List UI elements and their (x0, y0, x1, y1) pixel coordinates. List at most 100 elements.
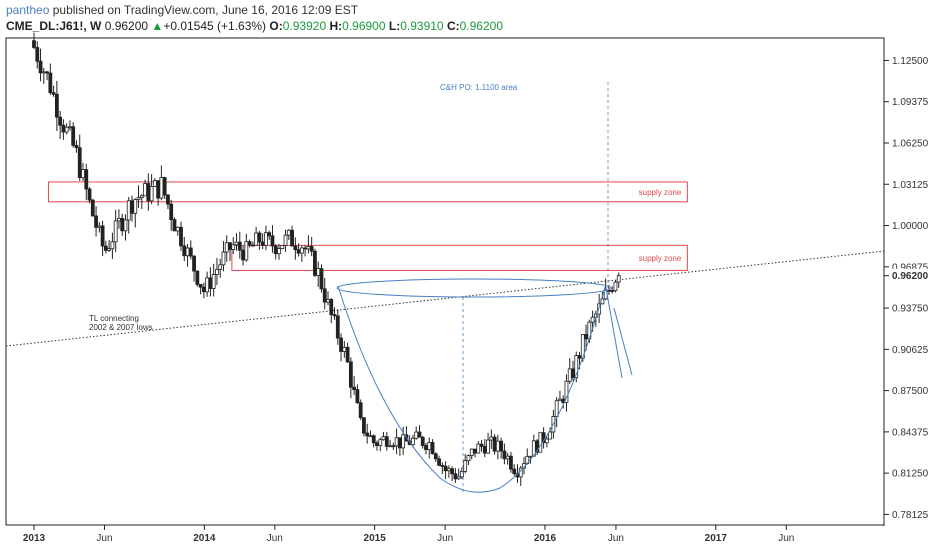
candle-body (433, 453, 438, 460)
close-value: 0.96200 (459, 19, 504, 33)
candle-body (270, 235, 275, 247)
candle-body (479, 443, 484, 447)
candle-body (159, 177, 164, 199)
candle-body (146, 183, 151, 202)
candle-body (368, 435, 373, 438)
candle-body (427, 442, 432, 451)
candle-body (139, 195, 144, 199)
candle-body (290, 229, 294, 247)
symbol-label[interactable]: CME_DL:J61!, W (6, 19, 102, 33)
candle-body (175, 226, 180, 232)
candle-body (574, 355, 579, 379)
candle-body (397, 437, 402, 449)
time-axis[interactable]: 2013 Jun 2014 Jun 2015 Jun 2016 Jun 2017 Jun (23, 525, 794, 544)
candle-body (48, 72, 53, 94)
cup-curve[interactable] (337, 285, 606, 493)
open-value: 0.93920 (282, 19, 327, 33)
candle-body (528, 455, 533, 458)
candle-body (375, 442, 379, 447)
candle-body (260, 241, 265, 246)
candle-body (512, 468, 517, 474)
price-value: 0.96200 (104, 19, 149, 33)
cup-and-handle-pattern[interactable] (336, 82, 633, 495)
candle-body (616, 275, 621, 283)
candle-body (411, 437, 415, 446)
candle-body (306, 246, 311, 250)
candle-body (61, 124, 66, 133)
price-axis[interactable]: 1.12500 1.09375 1.06250 1.03125 1.00000 0.968… (884, 56, 929, 521)
candle-body (460, 471, 464, 478)
price-tick-label: 1.06250 (892, 138, 929, 149)
candle-body (156, 180, 161, 199)
price-objective-label: C&H PO: 1.1100 area (440, 83, 518, 92)
candle-body (339, 337, 343, 352)
candle-body (211, 274, 216, 289)
trendline-label-line2: 2002 & 2007 lows (89, 323, 153, 332)
candle-body (113, 220, 118, 243)
supply-zone-box[interactable] (47, 181, 688, 203)
candle-body (326, 299, 330, 303)
candle-body (172, 219, 177, 232)
handle-line[interactable] (613, 307, 633, 376)
candle-body (453, 473, 458, 480)
candles (32, 32, 621, 486)
candle-body (355, 389, 360, 404)
candle-body (35, 47, 40, 62)
time-tick-label: Jun (267, 533, 283, 544)
handle-line[interactable] (605, 287, 623, 379)
time-tick-label: Jun (778, 533, 794, 544)
candle-body (231, 244, 236, 250)
candle-body (495, 440, 500, 452)
price-tick-label: 0.87500 (892, 386, 929, 397)
candle-body (182, 245, 187, 257)
author-link[interactable]: pantheo (6, 3, 50, 17)
symbol-info: CME_DL:J61!, W 0.96200 ▲+0.01545 (+1.63%… (6, 19, 503, 33)
supply-zones[interactable]: supply zone supply zone (47, 181, 688, 271)
time-tick-label: 2013 (23, 533, 46, 544)
price-tick-label: 0.78125 (892, 510, 929, 521)
candle-body (97, 225, 102, 228)
price-tick-label: 0.96875 (892, 262, 929, 273)
candle-body (499, 440, 504, 452)
candle-body (117, 218, 121, 222)
trendline[interactable] (5, 250, 885, 347)
candle-body (185, 247, 190, 257)
candle-body (482, 446, 487, 454)
candle-body (446, 468, 451, 472)
candle-body (548, 431, 553, 440)
time-tick-label: Jun (96, 533, 112, 544)
candle-body (538, 432, 543, 453)
candle-body (610, 290, 615, 292)
candle-body (149, 186, 154, 202)
candle-body (414, 431, 419, 439)
cup-rim-ellipse[interactable] (336, 278, 612, 298)
candle-body (77, 147, 82, 179)
candle-body (450, 468, 455, 475)
price-tick-label: 0.81250 (892, 469, 929, 480)
candle-body (420, 436, 425, 446)
candle-body (554, 400, 559, 417)
candle-body (358, 402, 363, 419)
candle-body (41, 71, 46, 74)
candle-body (221, 251, 226, 266)
candle-body (126, 200, 131, 221)
candle-body (64, 126, 69, 133)
plot-area[interactable] (5, 37, 885, 526)
trendline-label-line1: TL connecting (89, 314, 139, 323)
price-tick-label: 1.09375 (892, 97, 929, 108)
candle-body (100, 225, 105, 247)
price-tick-label: 1.12500 (892, 56, 929, 67)
candle-body (130, 200, 134, 214)
candle-body (257, 232, 262, 243)
candle-body (388, 445, 392, 448)
last-price-box (889, 268, 932, 283)
candle-body (198, 284, 203, 288)
supply-zone-box[interactable] (231, 244, 688, 271)
trendline-2002-2007-lows[interactable] (5, 250, 885, 347)
candle-body (107, 248, 112, 251)
candle-body (492, 436, 497, 452)
time-tick-label: 2017 (705, 533, 728, 544)
candle-body (505, 455, 510, 460)
candle-body (394, 437, 399, 447)
